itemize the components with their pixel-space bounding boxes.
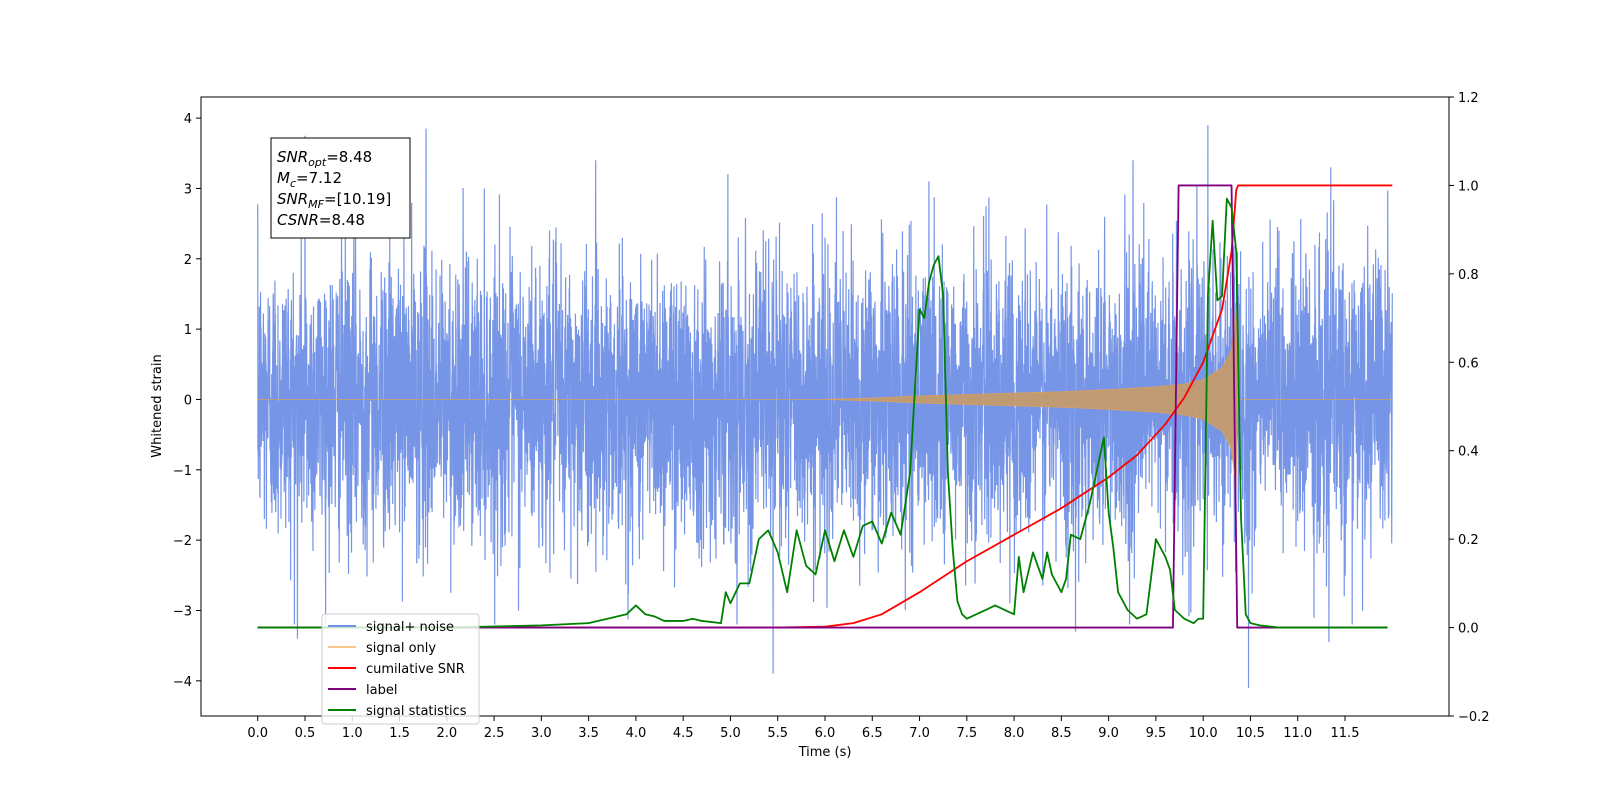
y2-tick-label: 0.8 bbox=[1458, 268, 1479, 283]
legend-entry: signal+ noise bbox=[366, 620, 454, 635]
annotation-line: SNRopt=8.48 bbox=[277, 148, 372, 169]
annotation-line: Mc=7.12 bbox=[277, 169, 342, 190]
x-tick-label: 2.0 bbox=[436, 726, 457, 741]
x-tick-label: 8.0 bbox=[1004, 726, 1025, 741]
series-layer bbox=[257, 125, 1393, 688]
y2-tick-label: 1.2 bbox=[1458, 91, 1479, 106]
x-tick-label: 7.0 bbox=[909, 726, 930, 741]
y2-tick-label: 0.0 bbox=[1458, 622, 1479, 637]
legend-entry: label bbox=[366, 683, 397, 698]
series-signal-only bbox=[257, 309, 1393, 490]
x-tick-label: 1.0 bbox=[342, 726, 363, 741]
x-tick-label: 6.0 bbox=[815, 726, 836, 741]
x-tick-label: 7.5 bbox=[956, 726, 977, 741]
legend-entry: cumilative SNR bbox=[366, 662, 465, 677]
x-tick-label: 4.0 bbox=[626, 726, 647, 741]
x-tick-label: 6.5 bbox=[862, 726, 883, 741]
y-tick-label: −2 bbox=[173, 534, 192, 549]
series-label bbox=[257, 184, 1388, 629]
axes-layer: 0.0 0.5 1.0 1.5 2.0 2.5 3.0 3.5 4.0 4.5 5.0 5.5 6.0 6… bbox=[173, 91, 1490, 741]
x-tick-label: 5.0 bbox=[720, 726, 741, 741]
y2-tick-label: 0.4 bbox=[1458, 445, 1479, 460]
x-tick-label: 10.5 bbox=[1236, 726, 1265, 741]
legend: signal+ noise signal only cumilative SNR la… bbox=[321, 613, 480, 725]
y2-tick-label: −0.2 bbox=[1458, 710, 1490, 725]
annotation-frame bbox=[270, 137, 411, 239]
y-tick-label: 3 bbox=[184, 182, 192, 197]
y-tick-label: 2 bbox=[184, 253, 192, 268]
y2-tick-label: 1.0 bbox=[1458, 179, 1479, 194]
series-signal-noise bbox=[257, 125, 1393, 688]
y2-tick-label: 0.2 bbox=[1458, 533, 1479, 548]
y-tick-label: 0 bbox=[184, 393, 192, 408]
x-tick-label: 3.5 bbox=[578, 726, 599, 741]
x-tick-label: 0.0 bbox=[247, 726, 268, 741]
x-tick-label: 9.5 bbox=[1146, 726, 1167, 741]
x-tick-label: 8.5 bbox=[1051, 726, 1072, 741]
legend-frame bbox=[321, 613, 480, 725]
x-tick-label: 0.5 bbox=[295, 726, 316, 741]
x-tick-label: 4.5 bbox=[673, 726, 694, 741]
x-tick-label: 10.0 bbox=[1189, 726, 1218, 741]
x-tick-label: 11.0 bbox=[1283, 726, 1312, 741]
y-tick-label: −1 bbox=[173, 464, 192, 479]
legend-entry: signal statistics bbox=[366, 704, 467, 719]
x-tick-label: 2.5 bbox=[484, 726, 505, 741]
x-tick-label: 5.5 bbox=[767, 726, 788, 741]
legend-entry: signal only bbox=[366, 641, 436, 656]
y-axis-label: Whitened strain bbox=[150, 354, 165, 457]
y-tick-label: 1 bbox=[184, 323, 192, 338]
x-axis-label: Time (s) bbox=[798, 745, 852, 760]
series-signal-statistics bbox=[257, 197, 1388, 629]
y2-tick-label: 0.6 bbox=[1458, 356, 1479, 371]
x-tick-label: 1.5 bbox=[389, 726, 410, 741]
y-tick-label: −3 bbox=[173, 604, 192, 619]
annotation-line: SNRMF=[10.19] bbox=[277, 190, 391, 211]
x-tick-label: 3.0 bbox=[531, 726, 552, 741]
annotation-line: CSNR=8.48 bbox=[277, 211, 365, 229]
x-tick-label: 11.5 bbox=[1331, 726, 1360, 741]
x-tick-label: 9.0 bbox=[1098, 726, 1119, 741]
y-tick-label: 4 bbox=[184, 112, 192, 127]
y-tick-label: −4 bbox=[173, 675, 192, 690]
